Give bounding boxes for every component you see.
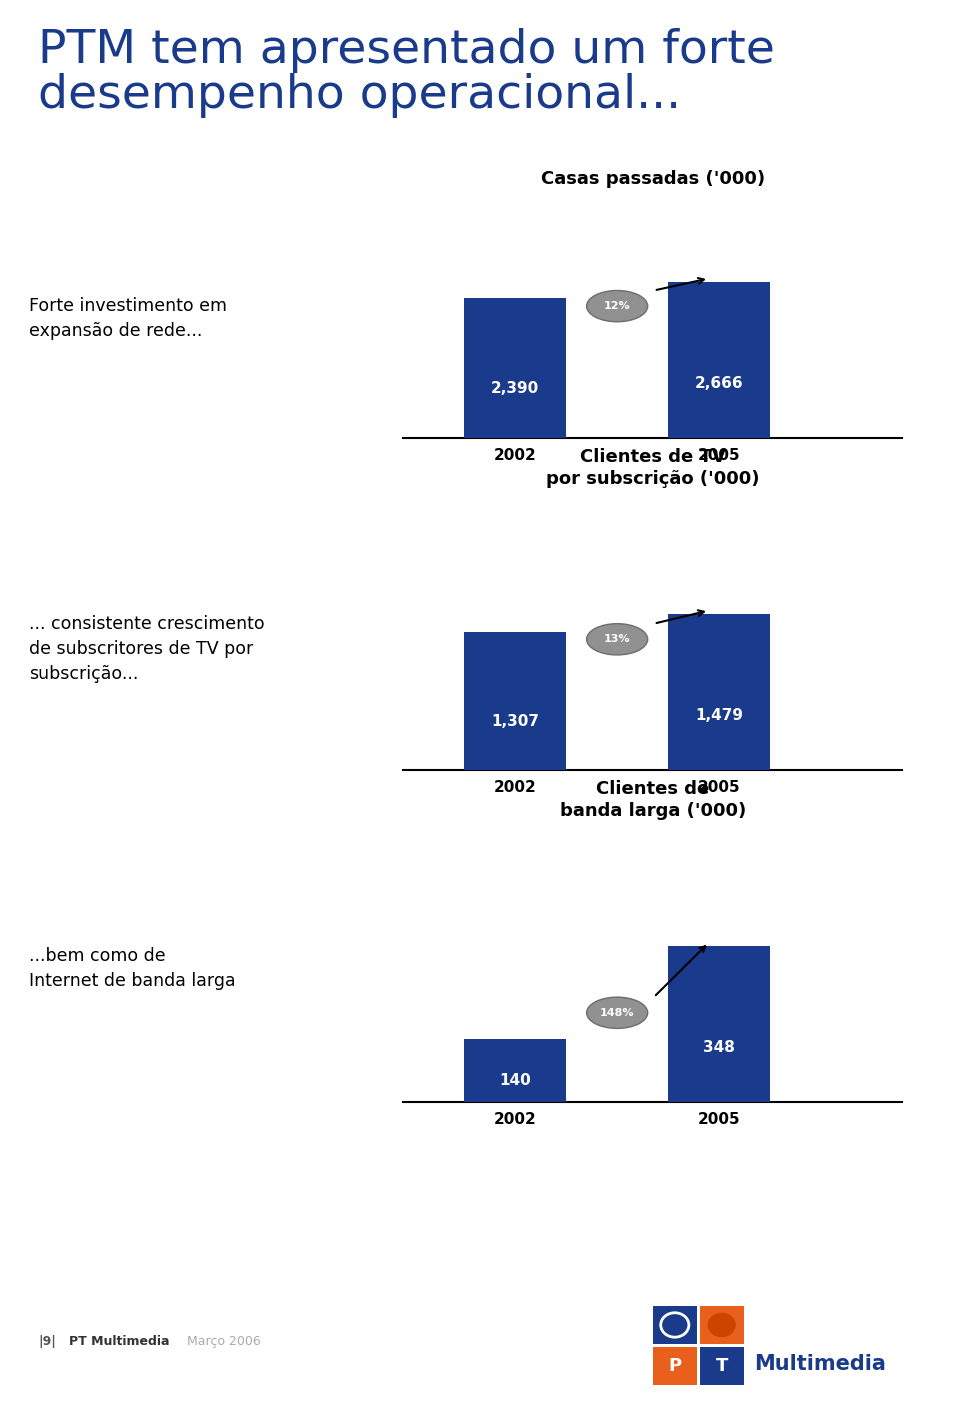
Text: Historial de forte crescimento operacional: Historial de forte crescimento operacion… — [198, 1252, 762, 1275]
Text: 148%: 148% — [600, 1007, 635, 1017]
Bar — [700, 1306, 744, 1344]
Bar — [465, 632, 566, 770]
Text: T: T — [715, 1356, 728, 1375]
Text: Multimedia: Multimedia — [754, 1355, 886, 1375]
Text: 12%: 12% — [604, 301, 631, 311]
Text: 2,390: 2,390 — [492, 382, 540, 397]
Text: 13%: 13% — [604, 634, 631, 644]
Text: 2,666: 2,666 — [695, 376, 743, 391]
Text: PTM tem apresentado um forte: PTM tem apresentado um forte — [38, 28, 776, 73]
Text: ...bem como de
Internet de banda larga: ...bem como de Internet de banda larga — [29, 947, 235, 989]
Text: 1,307: 1,307 — [492, 714, 540, 729]
Bar — [668, 281, 770, 438]
Ellipse shape — [587, 998, 648, 1029]
Text: Clientes de TV
por subscrição ('000): Clientes de TV por subscrição ('000) — [546, 448, 759, 487]
Text: desempenho operacional...: desempenho operacional... — [38, 73, 682, 119]
Bar — [653, 1347, 697, 1385]
Bar — [700, 1347, 744, 1385]
Text: 348: 348 — [703, 1040, 735, 1056]
Text: PT Multimedia: PT Multimedia — [69, 1335, 170, 1348]
Text: |9|: |9| — [38, 1335, 57, 1348]
Text: Clientes de
banda larga ('000): Clientes de banda larga ('000) — [560, 780, 746, 820]
Text: Forte investimento em
expansão de rede...: Forte investimento em expansão de rede..… — [29, 297, 227, 339]
Ellipse shape — [587, 291, 648, 322]
Text: 1,479: 1,479 — [695, 708, 743, 723]
Text: 140: 140 — [499, 1072, 531, 1088]
Text: Casas passadas ('000): Casas passadas ('000) — [540, 170, 765, 188]
Bar — [465, 1039, 566, 1102]
Text: ... consistente crescimento
de subscritores de TV por
subscrição...: ... consistente crescimento de subscrito… — [29, 615, 264, 682]
Bar — [668, 613, 770, 770]
Text: Março 2006: Março 2006 — [187, 1335, 261, 1348]
Bar — [668, 945, 770, 1102]
Ellipse shape — [587, 623, 648, 656]
Bar — [653, 1306, 697, 1344]
Bar — [465, 298, 566, 438]
Circle shape — [708, 1313, 735, 1337]
Text: P: P — [668, 1356, 682, 1375]
